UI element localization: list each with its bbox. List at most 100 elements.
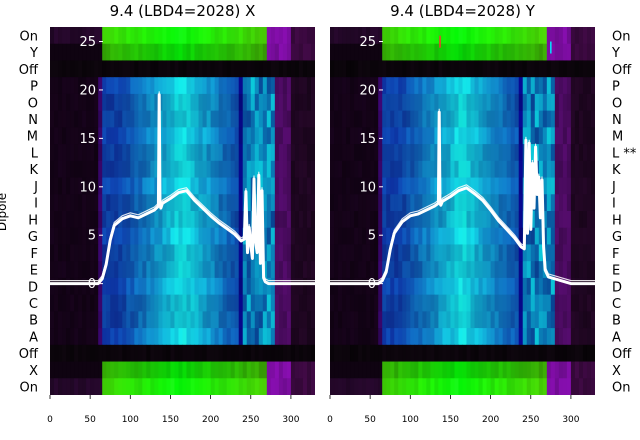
heatmap-cell bbox=[198, 110, 203, 128]
heatmap-cell bbox=[194, 294, 199, 312]
heatmap-cell bbox=[406, 194, 411, 212]
heatmap-cell bbox=[578, 43, 584, 61]
heatmap-cell bbox=[562, 127, 568, 145]
heatmap-cell bbox=[498, 43, 504, 61]
heatmap-cell bbox=[118, 77, 123, 95]
heatmap-cell bbox=[150, 244, 155, 262]
heatmap-cell bbox=[518, 194, 524, 212]
heatmap-cell bbox=[106, 294, 111, 312]
heatmap-cell bbox=[502, 227, 508, 245]
heatmap-cell bbox=[182, 311, 187, 329]
heatmap-cell bbox=[74, 43, 79, 61]
heatmap-cell bbox=[274, 77, 280, 95]
heatmap bbox=[330, 27, 595, 395]
heatmap-cell bbox=[334, 277, 339, 296]
dipole-label: C bbox=[29, 297, 38, 312]
heatmap-cell bbox=[514, 277, 520, 296]
heatmap-cell bbox=[174, 27, 179, 45]
heatmap-cell bbox=[462, 244, 467, 262]
heatmap-cell bbox=[378, 311, 383, 329]
heatmap-cell bbox=[142, 328, 147, 346]
heatmap-cell bbox=[146, 160, 151, 178]
heatmap-cell bbox=[422, 211, 427, 229]
heatmap-cell bbox=[78, 361, 83, 379]
heatmap-cell bbox=[402, 311, 407, 329]
heatmap-cell bbox=[418, 144, 423, 162]
heatmap-cell bbox=[242, 378, 248, 395]
heatmap-cell bbox=[534, 361, 540, 379]
heatmap-cell bbox=[154, 244, 159, 262]
heatmap-cell bbox=[546, 361, 552, 379]
heatmap-cell bbox=[406, 294, 411, 312]
heatmap-cell bbox=[214, 194, 220, 212]
heatmap-cell bbox=[386, 378, 391, 395]
heatmap-cell bbox=[446, 194, 451, 212]
heatmap-cell bbox=[578, 277, 584, 296]
heatmap-cell bbox=[582, 144, 588, 162]
heatmap-cell bbox=[550, 93, 556, 112]
heatmap-cell bbox=[458, 93, 463, 112]
heatmap-cell bbox=[374, 77, 379, 95]
heatmap-cell bbox=[250, 311, 256, 329]
heatmap-cell bbox=[194, 177, 199, 195]
heatmap-cell bbox=[390, 43, 395, 61]
heatmap-cell bbox=[70, 160, 75, 178]
heatmap-cell bbox=[342, 93, 347, 112]
heatmap-cell bbox=[162, 227, 167, 245]
heatmap-cell bbox=[550, 160, 556, 178]
heatmap-cell bbox=[514, 43, 520, 61]
heatmap-cell bbox=[306, 328, 312, 346]
heatmap-cell bbox=[110, 144, 115, 162]
heatmap-cell bbox=[518, 344, 524, 362]
heatmap-cell bbox=[414, 110, 419, 128]
heatmap-cell bbox=[486, 344, 492, 362]
heatmap-cell bbox=[438, 27, 443, 45]
heatmap-cell bbox=[458, 127, 463, 145]
heatmap-cell bbox=[458, 211, 463, 229]
heatmap-cell bbox=[306, 261, 312, 279]
heatmap-cell bbox=[514, 211, 520, 229]
heatmap-cell bbox=[366, 27, 371, 45]
heatmap-cell bbox=[490, 344, 496, 362]
heatmap-cell bbox=[274, 261, 280, 279]
heatmap-cell bbox=[198, 27, 203, 45]
heatmap-cell bbox=[238, 361, 244, 379]
heatmap-cell bbox=[474, 378, 479, 395]
heatmap-cell bbox=[370, 294, 375, 312]
heatmap-cell bbox=[390, 261, 395, 279]
heatmap-cell bbox=[470, 27, 475, 45]
heatmap-cell bbox=[554, 261, 560, 279]
heatmap-cell bbox=[154, 294, 159, 312]
heatmap-cell bbox=[298, 177, 304, 195]
heatmap-cell bbox=[546, 77, 552, 95]
heatmap-cell bbox=[446, 93, 451, 112]
heatmap-cell bbox=[66, 211, 71, 229]
heatmap-cell bbox=[354, 227, 359, 245]
heatmap-cell bbox=[70, 77, 75, 95]
heatmap-cell bbox=[102, 361, 107, 379]
heatmap-cell bbox=[566, 110, 572, 128]
heatmap-cell bbox=[66, 378, 71, 395]
heatmap-cell bbox=[490, 77, 496, 95]
heatmap-cell bbox=[450, 211, 455, 229]
heatmap-cell bbox=[434, 60, 439, 78]
heatmap-cell bbox=[142, 311, 147, 329]
heatmap-cell bbox=[570, 261, 576, 279]
heatmap-cell bbox=[222, 378, 228, 395]
heatmap-cell bbox=[462, 311, 467, 329]
heatmap-cell bbox=[254, 344, 260, 362]
heatmap-cell bbox=[430, 127, 435, 145]
heatmap-cell bbox=[262, 294, 268, 312]
heatmap-cell bbox=[310, 311, 315, 329]
heatmap-cell bbox=[482, 27, 487, 45]
heatmap-cell bbox=[570, 127, 576, 145]
heatmap-cell bbox=[102, 378, 107, 395]
x-tick-label: 200 bbox=[482, 415, 499, 425]
heatmap-cell bbox=[562, 328, 568, 346]
heatmap-cell bbox=[510, 60, 516, 78]
heatmap-cell bbox=[186, 311, 191, 329]
heatmap-cell bbox=[338, 177, 343, 195]
heatmap-cell bbox=[166, 211, 171, 229]
heatmap-cell bbox=[242, 127, 248, 145]
heatmap-cell bbox=[210, 110, 216, 128]
